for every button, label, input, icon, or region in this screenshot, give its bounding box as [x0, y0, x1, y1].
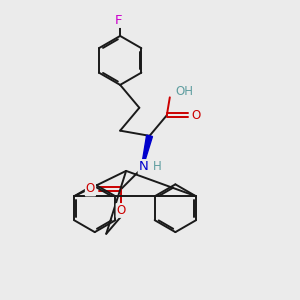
- Text: O: O: [117, 204, 126, 217]
- Text: OH: OH: [175, 85, 193, 98]
- Text: N: N: [139, 160, 148, 173]
- Polygon shape: [142, 135, 152, 161]
- Text: O: O: [86, 182, 95, 196]
- Text: F: F: [115, 14, 122, 27]
- Text: O: O: [191, 109, 201, 122]
- Text: H: H: [153, 160, 161, 173]
